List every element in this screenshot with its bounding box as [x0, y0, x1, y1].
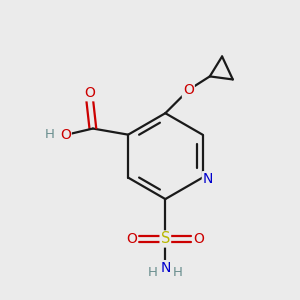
Text: O: O: [183, 83, 194, 97]
Text: H: H: [148, 266, 158, 279]
Text: O: O: [126, 232, 137, 246]
Text: O: O: [60, 128, 71, 142]
Text: H: H: [173, 266, 182, 279]
Text: O: O: [84, 86, 95, 100]
Text: N: N: [203, 172, 213, 186]
Text: O: O: [194, 232, 205, 246]
Text: S: S: [160, 231, 170, 246]
Text: H: H: [45, 128, 55, 141]
Text: N: N: [160, 261, 170, 275]
